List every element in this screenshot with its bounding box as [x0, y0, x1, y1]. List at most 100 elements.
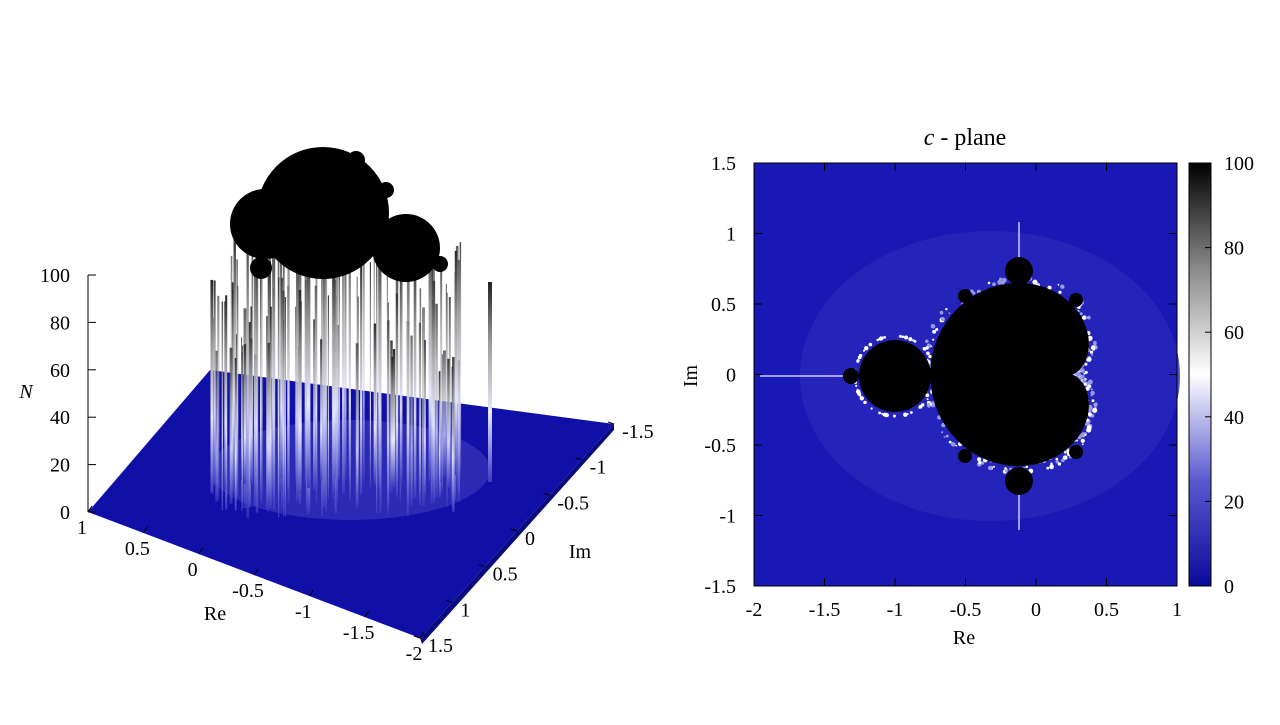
small-bulb-lr	[1069, 445, 1083, 459]
re-tick-label: -1	[295, 601, 312, 623]
fringe-dot	[929, 403, 933, 406]
fringe-dot	[892, 414, 896, 418]
spike	[418, 322, 421, 506]
spike	[241, 337, 243, 480]
fringe-dot	[1084, 370, 1088, 374]
spike	[241, 345, 243, 509]
fringe-dot	[932, 338, 935, 341]
heatmap-x-ticks: -2 -1.5 -1 -0.5 0 0.5 1	[746, 163, 1182, 621]
c-plane-heatmap-chart: c - plane -2 -1.5 -1 -0.5 0 0.5 1 1.5 1 0.5 0 -0.5…	[680, 125, 1254, 649]
fringe-dot	[903, 412, 908, 417]
fringe-dot	[1084, 362, 1088, 366]
x-tick-label: -2	[746, 599, 763, 621]
fringe-dot	[1088, 409, 1092, 412]
spike	[424, 340, 426, 496]
x-tick-label: -0.5	[950, 599, 982, 621]
y-tick-label: 1.5	[711, 153, 736, 175]
spike	[322, 249, 326, 508]
spike	[387, 320, 390, 508]
fringe-dot	[904, 335, 909, 340]
spike	[375, 227, 378, 514]
spike	[234, 358, 237, 511]
fringe-dot	[1079, 312, 1083, 316]
fringe-dot	[987, 281, 991, 285]
re-tick-label: -1.5	[343, 622, 375, 644]
z-tick-label: 100	[40, 265, 70, 287]
fringe-dot	[909, 411, 913, 414]
main-cardioid	[930, 282, 1089, 467]
fringe-dot	[930, 323, 936, 329]
fringe-dot	[856, 359, 860, 363]
x-tick-label: 1	[1172, 599, 1182, 621]
spike	[282, 290, 285, 504]
heatmap-y-ticks: 1.5 1 0.5 0 -0.5 -1 -1.5	[704, 153, 1177, 598]
fringe-dot	[1081, 368, 1085, 371]
spike	[373, 323, 377, 485]
fringe-dot	[1087, 384, 1092, 389]
spike	[250, 338, 253, 485]
fringe-dot	[1086, 315, 1091, 320]
spike	[267, 342, 271, 504]
fringe-dot	[870, 407, 873, 410]
fringe-dot	[950, 442, 956, 447]
fringe-dot	[948, 440, 952, 444]
fringe-dot	[997, 279, 1003, 285]
spike	[379, 247, 381, 499]
fringe-dot	[1082, 315, 1086, 320]
fringe-dot	[955, 444, 958, 447]
y-tick-label: 1	[726, 224, 736, 246]
fringe-dot	[877, 338, 881, 341]
re-tick-mark	[419, 631, 425, 639]
fringe-dot	[1060, 284, 1065, 289]
fringe-dot	[858, 353, 863, 358]
surface-spikes	[210, 201, 462, 519]
spike	[299, 301, 302, 495]
re-tick-label: 1	[77, 517, 87, 539]
colorbar-ticks: 100 80 60 40 20 0	[1205, 153, 1254, 598]
fringe-dot	[1088, 356, 1091, 359]
spike	[215, 350, 218, 502]
heatmap-title-italic: c	[924, 125, 935, 151]
re-tick-label: -2	[406, 643, 423, 665]
im-tick-label: 0	[525, 528, 535, 550]
spike	[304, 258, 307, 485]
fringe-dot	[1063, 450, 1067, 454]
im-axis-ticks: -1.5 -1-0.5 0 0.5 1 1.5	[413, 421, 654, 657]
fringe-dot	[1032, 279, 1038, 285]
spike	[270, 306, 272, 508]
spike	[255, 263, 259, 513]
spike	[422, 307, 425, 506]
im-tick-label: -0.5	[557, 492, 589, 514]
fringe-dot	[878, 411, 882, 415]
spike	[455, 245, 459, 486]
re-axis-label: Re	[204, 603, 226, 625]
spike	[342, 220, 345, 495]
spike	[332, 266, 336, 494]
fringe-dot	[1076, 439, 1079, 442]
fringe-dot	[1055, 457, 1059, 461]
fringe-dot	[1087, 412, 1092, 417]
colorbar-tick-label: 40	[1224, 407, 1244, 429]
spike	[448, 296, 451, 489]
re-tick-mark	[87, 505, 93, 513]
fringe-dot	[1057, 283, 1060, 286]
re-tick-mark	[364, 610, 370, 618]
bottom-bulb	[1005, 467, 1033, 495]
spike	[325, 216, 328, 513]
spike	[287, 221, 290, 504]
fringe-dot	[1083, 372, 1086, 375]
left-bulb	[843, 368, 859, 384]
fringe-dot	[884, 413, 889, 418]
spike	[272, 252, 276, 510]
im-tick-mark	[478, 564, 485, 568]
fringe-dot	[1046, 466, 1050, 470]
spike	[392, 349, 396, 488]
fringe-dot	[939, 310, 944, 315]
spike	[447, 358, 450, 488]
spike	[369, 262, 371, 488]
fringe-dot	[899, 334, 902, 338]
spike	[360, 261, 363, 495]
y-tick-label: 0.5	[711, 294, 736, 316]
fringe-dot	[1090, 388, 1093, 391]
fringe-dot	[1080, 432, 1086, 438]
